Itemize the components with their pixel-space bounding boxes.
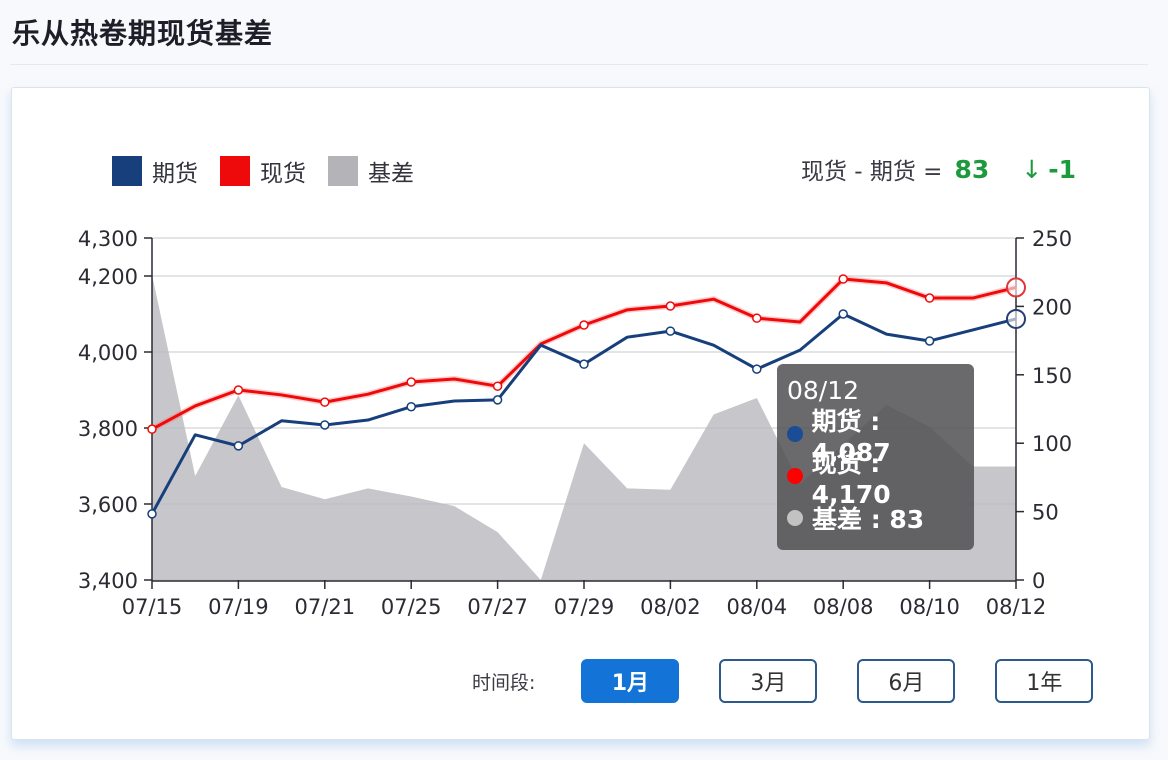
period-selector: 时间段: 1月 3月 6月 1年	[472, 658, 1133, 704]
right-tick-label: 200	[1032, 295, 1072, 319]
x-tick-label: 08/02	[640, 595, 701, 619]
chart-tooltip: 08/12 期货 : 4,087 现货 : 4,170 基差 : 83	[777, 364, 974, 550]
x-tick-label: 08/10	[899, 595, 960, 619]
basis-summary: 现货 - 期货 = 83 ↓ -1	[800, 154, 1076, 186]
tooltip-row-futures: 期货 : 4,087	[787, 407, 964, 467]
period-1-month-button[interactable]: 1月	[581, 659, 680, 703]
legend-item-basis[interactable]: 基差	[328, 154, 414, 188]
title-divider	[10, 64, 1148, 65]
legend-item-spot[interactable]: 现货	[220, 154, 306, 188]
x-tick-label: 07/19	[208, 595, 269, 619]
page-title: 乐从热卷期现货基差	[12, 17, 274, 50]
x-tick-label: 07/21	[295, 595, 356, 619]
tooltip-row-basis: 基差 : 83	[787, 497, 964, 539]
x-tick-label: 07/29	[554, 595, 615, 619]
x-tick-label: 07/15	[122, 595, 183, 619]
futures-point[interactable]	[406, 401, 416, 412]
arrow-down-icon: ↓	[1021, 154, 1043, 184]
left-tick-label: 4,200	[78, 265, 138, 289]
futures-point[interactable]	[752, 364, 762, 374]
spot-point[interactable]	[320, 397, 330, 407]
futures-point[interactable]	[147, 509, 157, 519]
tooltip-date: 08/12	[787, 376, 860, 405]
spot-point[interactable]	[838, 274, 848, 284]
legend-item-futures[interactable]: 期货	[112, 154, 198, 188]
right-tick-label: 0	[1032, 569, 1045, 593]
x-tick-label: 07/27	[467, 595, 528, 619]
basis-swatch-icon	[328, 156, 358, 186]
tooltip-spot-value: 现货 : 4,170	[811, 448, 891, 509]
right-tick-label: 250	[1032, 227, 1072, 251]
x-tick-label: 08/12	[986, 595, 1047, 619]
summary-basis-value: 83	[954, 154, 990, 184]
spot-point-highlight[interactable]	[1006, 277, 1026, 298]
spot-point[interactable]	[665, 301, 676, 311]
futures-point[interactable]	[233, 441, 244, 451]
left-tick-label: 4,300	[78, 227, 138, 251]
chart-legend: 期货 现货 基差	[112, 154, 436, 188]
legend-label: 基差	[368, 161, 414, 187]
tooltip-basis-value: 基差 : 83	[812, 505, 925, 534]
x-tick-label: 07/25	[381, 595, 442, 619]
summary-formula: 现货 - 期货 =	[800, 159, 943, 185]
tooltip-futures-value: 期货 : 4,087	[811, 406, 891, 467]
summary-change: ↓ -1	[1021, 155, 1076, 184]
x-tick-label: 08/04	[727, 595, 788, 619]
period-6-month-button[interactable]: 6月	[857, 659, 956, 703]
spot-point[interactable]	[147, 424, 157, 434]
spot-point[interactable]	[924, 293, 935, 303]
period-1-year-button[interactable]: 1年	[995, 659, 1094, 703]
futures-point[interactable]	[492, 395, 503, 405]
futures-point[interactable]	[665, 326, 676, 336]
futures-point[interactable]	[838, 309, 848, 319]
tooltip-row-spot: 现货 : 4,170	[787, 449, 964, 509]
right-tick-label: 50	[1032, 501, 1059, 525]
futures-point[interactable]	[579, 359, 589, 369]
spot-dot-icon	[787, 468, 803, 484]
left-tick-label: 3,400	[78, 569, 138, 593]
summary-change-value: -1	[1048, 154, 1076, 184]
right-tick-label: 100	[1032, 432, 1072, 456]
x-tick-label: 08/08	[813, 595, 874, 619]
right-tick-label: 150	[1032, 364, 1072, 388]
spot-point[interactable]	[492, 381, 503, 391]
left-tick-label: 3,600	[78, 493, 138, 517]
spot-point[interactable]	[406, 377, 416, 387]
period-label: 时间段:	[472, 671, 536, 694]
legend-label: 期货	[152, 161, 198, 187]
spot-point[interactable]	[233, 385, 244, 395]
spot-point[interactable]	[752, 313, 762, 323]
left-tick-label: 3,800	[78, 417, 138, 441]
legend-label: 现货	[260, 161, 306, 187]
futures-point-highlight[interactable]	[1006, 308, 1026, 329]
futures-dot-icon	[787, 426, 803, 442]
spot-point[interactable]	[579, 320, 589, 330]
futures-swatch-icon	[112, 156, 142, 186]
spot-swatch-icon	[220, 156, 250, 186]
period-3-month-button[interactable]: 3月	[719, 659, 818, 703]
basis-dot-icon	[787, 510, 803, 526]
futures-point[interactable]	[924, 336, 935, 346]
left-tick-label: 4,000	[78, 341, 138, 365]
futures-point[interactable]	[320, 420, 330, 430]
